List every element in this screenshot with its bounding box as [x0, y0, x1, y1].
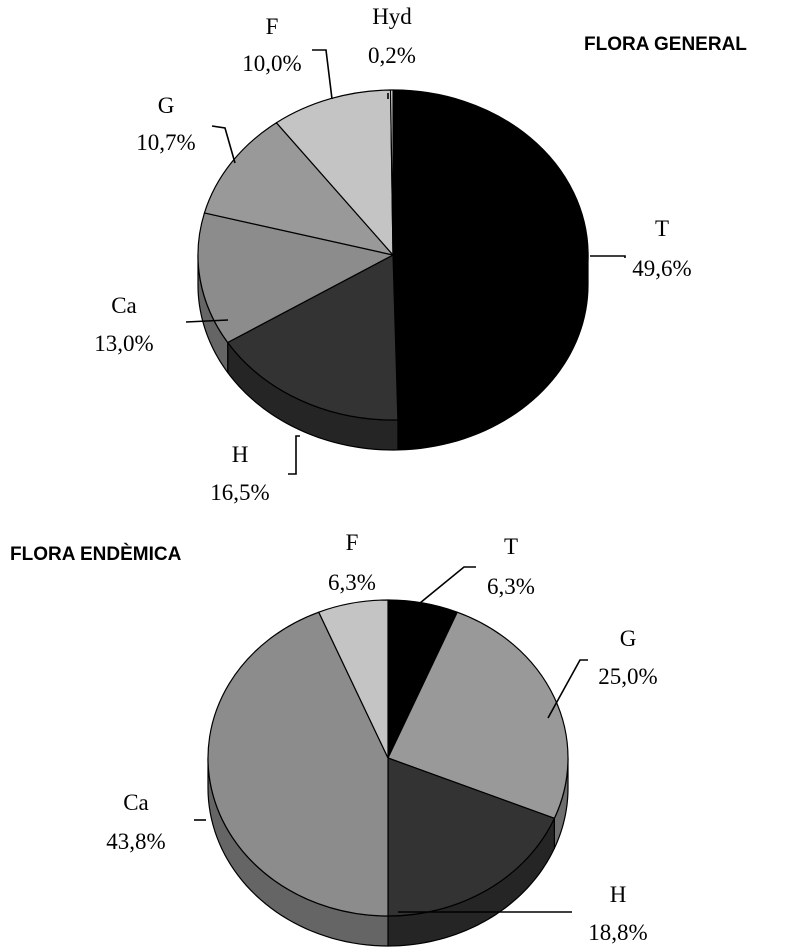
- pie-slice-h: [227, 254, 399, 421]
- leader-line-t: [419, 566, 476, 604]
- slice-label-f: F: [346, 530, 359, 555]
- slice-label-ca: Ca: [123, 790, 149, 815]
- pie-chart-endemic: T 6,3% G 25,0% H 18,8% Ca 43,8% F 6,3%: [106, 530, 658, 947]
- pie-slice-ca: [197, 212, 394, 344]
- pie-slice-h: [387, 757, 555, 917]
- slice-value-t: 6,3%: [487, 574, 535, 599]
- slice-value-ca: 13,0%: [94, 331, 153, 356]
- slice-label-ca: Ca: [111, 293, 137, 318]
- chart-title-endemic: FLORA ENDÈMICA: [10, 543, 182, 565]
- slice-label-g: G: [158, 93, 175, 118]
- leader-line-g: [211, 125, 236, 164]
- slice-value-g: 10,7%: [136, 130, 195, 155]
- slice-value-t: 49,6%: [632, 256, 691, 281]
- pie-slice-f: [275, 89, 394, 256]
- slice-label-t: T: [504, 534, 518, 559]
- slice-value-h: 18,8%: [588, 920, 647, 945]
- pie-slice-t: [392, 89, 589, 421]
- pie-slice-ca: [207, 611, 389, 917]
- leader-line-ca: [185, 319, 229, 323]
- pie-chart-general: T 49,6% H 16,5% Ca 13,0% G 10,7% F 10,0% Hyd 0,2%: [94, 4, 691, 505]
- slice-label-g: G: [620, 626, 637, 651]
- slice-value-ca: 43,8%: [106, 829, 165, 854]
- slice-value-hyd: 0,2%: [368, 43, 416, 68]
- slice-label-h: H: [610, 882, 627, 907]
- pie-slice-g: [387, 611, 569, 819]
- slice-label-hyd: Hyd: [372, 4, 412, 29]
- slice-label-f: F: [266, 14, 279, 39]
- chart-title-general: FLORA GENERAL: [584, 34, 747, 55]
- pie-slice-f: [318, 599, 389, 759]
- slice-label-t: T: [655, 216, 669, 241]
- slice-value-h: 16,5%: [210, 480, 269, 505]
- pie-slice-hyd: [389, 89, 394, 256]
- leader-line-h: [288, 435, 300, 475]
- slice-value-f: 10,0%: [242, 51, 301, 76]
- slice-value-f: 6,3%: [328, 570, 376, 595]
- leader-line-g: [547, 659, 588, 719]
- slice-label-h: H: [232, 442, 249, 467]
- leader-line-t: [590, 255, 626, 258]
- slice-value-g: 25,0%: [598, 664, 657, 689]
- pie-slice-g: [203, 122, 394, 256]
- leader-line-f: [312, 49, 333, 100]
